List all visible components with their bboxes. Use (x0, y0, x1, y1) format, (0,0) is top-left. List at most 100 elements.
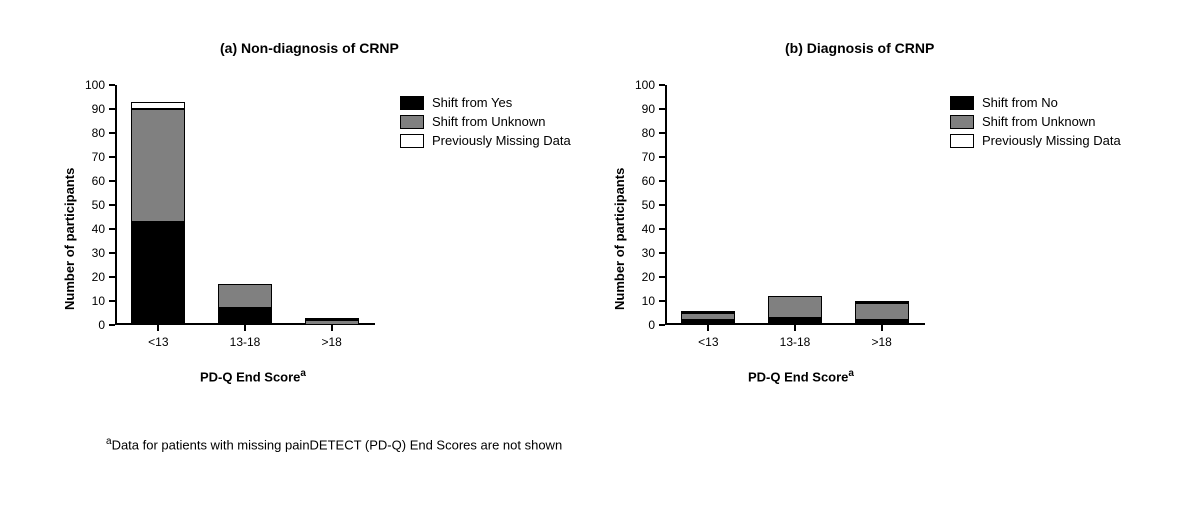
bar-segment (218, 308, 272, 325)
y-tick (659, 252, 665, 254)
bar-segment (681, 311, 735, 313)
bar-group (305, 85, 359, 325)
page-root: (a) Non-diagnosis of CRNP (b) Diagnosis … (0, 0, 1200, 506)
y-tick-label: 0 (75, 318, 105, 332)
chart-a: 0102030405060708090100<1313-18>18 (115, 85, 375, 325)
legend-label: Shift from Unknown (432, 114, 545, 129)
y-tick (109, 276, 115, 278)
bar-segment (855, 303, 909, 320)
y-tick (109, 156, 115, 158)
legend-swatch (400, 115, 424, 129)
legend-swatch (400, 134, 424, 148)
legend-b: Shift from No Shift from Unknown Previousl… (950, 95, 1121, 152)
y-tick (109, 84, 115, 86)
y-tick-label: 100 (75, 78, 105, 92)
legend-item: Shift from Yes (400, 95, 571, 110)
y-tick-label: 60 (625, 174, 655, 188)
x-tick-label: 13-18 (230, 335, 261, 349)
legend-item: Shift from Unknown (400, 114, 571, 129)
y-tick (659, 276, 665, 278)
y-tick (659, 204, 665, 206)
y-tick-label: 30 (625, 246, 655, 260)
legend-swatch (950, 96, 974, 110)
y-tick (659, 84, 665, 86)
y-axis-line (665, 85, 667, 325)
y-tick-label: 100 (625, 78, 655, 92)
y-tick-label: 90 (75, 102, 105, 116)
x-tick-label: >18 (871, 335, 891, 349)
y-tick-label: 90 (625, 102, 655, 116)
y-tick-label: 10 (75, 294, 105, 308)
y-tick-label: 40 (625, 222, 655, 236)
legend-item: Previously Missing Data (400, 133, 571, 148)
y-tick (109, 324, 115, 326)
bar-segment (305, 318, 359, 320)
bar-segment (768, 318, 822, 325)
x-axis-label-a: PD-Q End Scorea (200, 368, 306, 384)
x-tick-label: >18 (321, 335, 341, 349)
footnote-text: Data for patients with missing painDETEC… (112, 437, 563, 452)
x-tick-label: 13-18 (780, 335, 811, 349)
legend-label: Shift from Unknown (982, 114, 1095, 129)
y-tick (109, 180, 115, 182)
footnote: aData for patients with missing painDETE… (106, 436, 562, 452)
y-tick (659, 108, 665, 110)
x-axis-label-b-sup: a (848, 368, 854, 379)
bar-segment (131, 102, 185, 109)
y-tick (109, 228, 115, 230)
y-tick (109, 108, 115, 110)
x-tick (244, 325, 246, 331)
y-tick (659, 180, 665, 182)
x-axis-label-a-text: PD-Q End Score (200, 369, 300, 384)
y-tick (659, 300, 665, 302)
y-tick-label: 80 (75, 126, 105, 140)
bar-segment (855, 301, 909, 303)
y-tick (659, 324, 665, 326)
bar-segment (681, 313, 735, 320)
y-tick-label: 50 (625, 198, 655, 212)
bar-group (768, 85, 822, 325)
legend-swatch (950, 134, 974, 148)
legend-label: Shift from No (982, 95, 1058, 110)
chart-b: 0102030405060708090100<1313-18>18 (665, 85, 925, 325)
y-tick-label: 70 (625, 150, 655, 164)
bar-segment (305, 320, 359, 325)
bar-segment (855, 320, 909, 325)
y-tick-label: 80 (625, 126, 655, 140)
y-tick-label: 60 (75, 174, 105, 188)
x-tick-label: <13 (698, 335, 718, 349)
bar-group (131, 85, 185, 325)
legend-swatch (950, 115, 974, 129)
x-tick (157, 325, 159, 331)
legend-item: Previously Missing Data (950, 133, 1121, 148)
x-tick-label: <13 (148, 335, 168, 349)
y-tick-label: 20 (625, 270, 655, 284)
y-tick (109, 132, 115, 134)
bar-group (218, 85, 272, 325)
legend-a: Shift from Yes Shift from Unknown Previous… (400, 95, 571, 152)
legend-swatch (400, 96, 424, 110)
panel-b-title: (b) Diagnosis of CRNP (785, 40, 934, 56)
y-tick (109, 204, 115, 206)
y-tick (109, 300, 115, 302)
bar-group (855, 85, 909, 325)
x-tick (881, 325, 883, 331)
y-tick-label: 10 (625, 294, 655, 308)
bar-segment (131, 109, 185, 222)
y-tick-label: 70 (75, 150, 105, 164)
y-axis-label-b: Number of participants (612, 168, 627, 310)
legend-label: Previously Missing Data (982, 133, 1121, 148)
legend-label: Shift from Yes (432, 95, 512, 110)
x-axis-label-b: PD-Q End Scorea (748, 368, 854, 384)
bar-segment (768, 296, 822, 318)
y-tick (109, 252, 115, 254)
y-axis-line (115, 85, 117, 325)
bar-segment (681, 320, 735, 325)
bar-group (681, 85, 735, 325)
x-axis-label-b-text: PD-Q End Score (748, 369, 848, 384)
x-tick (707, 325, 709, 331)
y-tick-label: 20 (75, 270, 105, 284)
y-tick (659, 156, 665, 158)
y-tick-label: 30 (75, 246, 105, 260)
y-tick (659, 228, 665, 230)
